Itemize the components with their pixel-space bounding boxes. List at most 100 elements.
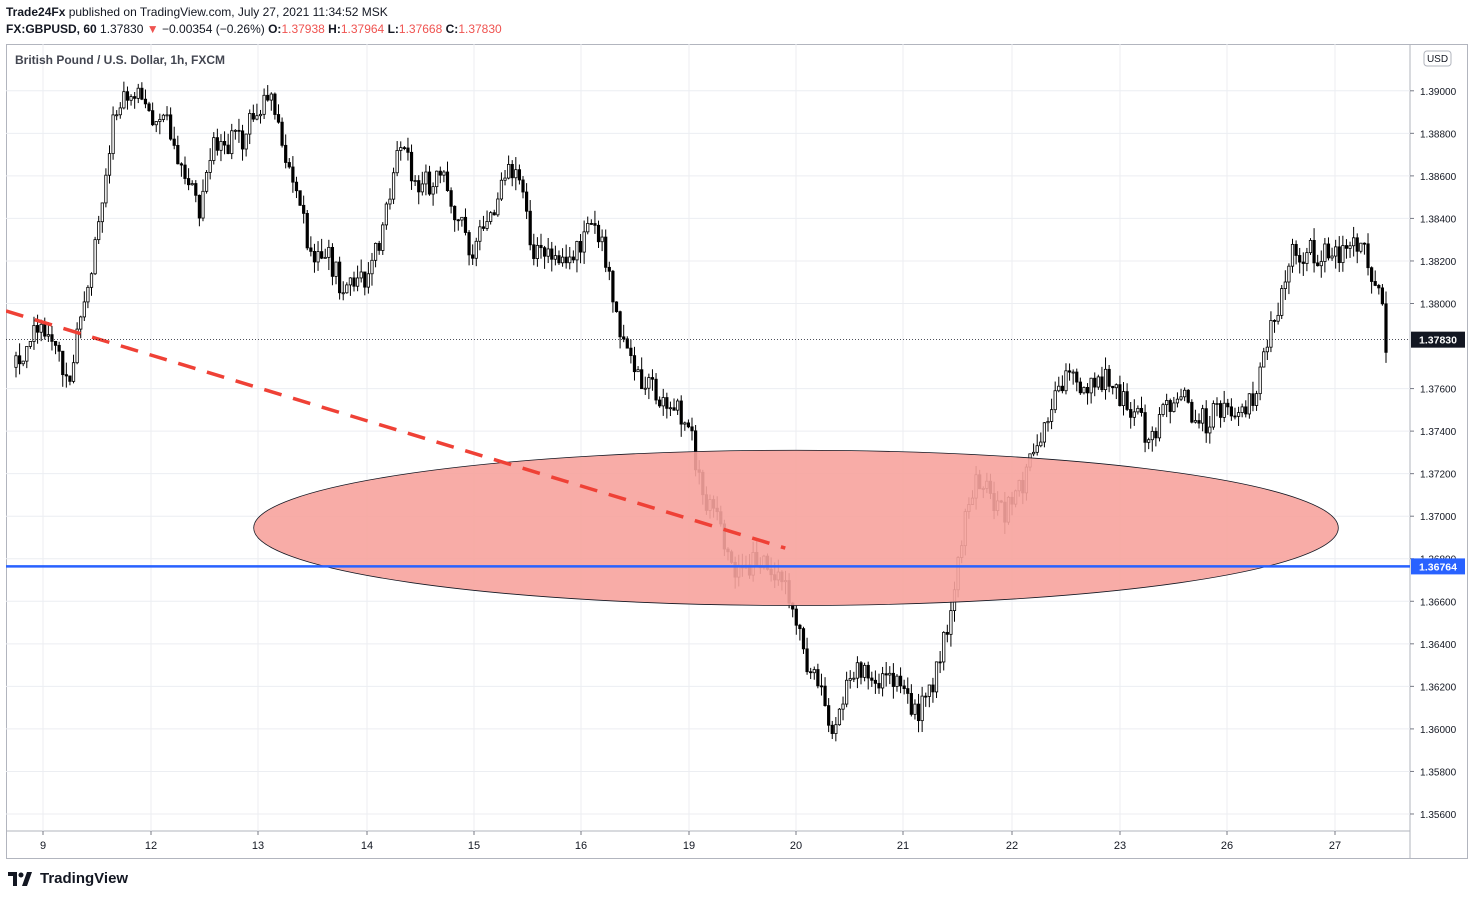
candle-body <box>945 631 949 635</box>
candle-body <box>1150 430 1154 441</box>
candle-body <box>478 226 482 242</box>
y-tick-label: 1.36200 <box>1420 682 1457 693</box>
candle-body <box>1039 441 1043 447</box>
candle-body <box>431 186 435 195</box>
candle-body <box>672 407 676 411</box>
x-tick-label: 27 <box>1329 840 1341 852</box>
candle-body <box>330 246 335 277</box>
last-price-label: 1.37830 <box>1419 335 1457 347</box>
candle-body <box>190 183 194 186</box>
candle-body <box>1064 370 1068 392</box>
candle-body <box>463 216 468 233</box>
candle-body <box>1262 351 1266 368</box>
highlight-zone-ellipse[interactable] <box>253 449 1339 606</box>
candle-body <box>539 244 543 249</box>
candle-body <box>377 242 381 251</box>
candle-body <box>370 259 374 275</box>
candle-body <box>1032 451 1036 455</box>
candle-body <box>622 336 626 340</box>
candle-body <box>359 271 363 279</box>
candle-body <box>427 171 432 195</box>
dashed-trend-line[interactable] <box>5 309 786 550</box>
candle-body <box>1258 366 1262 395</box>
price-axis[interactable]: 1.39000 1.38800 1.38600 1.38400 1.38200 1.380… <box>1410 87 1465 821</box>
candle-body <box>251 113 255 120</box>
candle-body <box>1276 314 1280 322</box>
candle-body <box>1233 415 1237 418</box>
candle-body <box>863 664 867 678</box>
candle-body <box>1129 409 1133 418</box>
candle-body <box>647 377 651 389</box>
candle-body <box>654 378 658 401</box>
candle-body <box>845 679 849 705</box>
candle-body <box>136 87 140 99</box>
candle-body <box>586 223 590 233</box>
candle-body <box>208 160 212 173</box>
open-label: O: <box>268 22 282 36</box>
candle-body <box>1161 404 1165 415</box>
candle-body <box>661 397 665 407</box>
candle-body <box>593 223 597 226</box>
candle-body <box>1154 430 1158 439</box>
price-chart[interactable]: 1.39000 1.38800 1.38600 1.38400 1.38200 1.380… <box>5 44 1468 859</box>
candle-body <box>514 169 518 179</box>
candle-body <box>1132 411 1136 418</box>
candle-body <box>1348 245 1352 249</box>
candle-body <box>1290 243 1295 267</box>
candle-body <box>1326 243 1331 259</box>
candle-body <box>1337 246 1341 264</box>
candle-body <box>1096 376 1100 388</box>
candle-body <box>151 110 155 126</box>
low-value: 1.37668 <box>398 22 443 36</box>
candle-body <box>172 138 176 146</box>
candle-body <box>161 114 166 120</box>
candle-body <box>186 178 191 186</box>
candle-body <box>240 130 245 150</box>
candle-body <box>927 684 931 697</box>
candle-body <box>1344 245 1349 249</box>
candle-body <box>913 703 917 715</box>
candle-body <box>1236 412 1241 417</box>
candle-body <box>61 350 65 376</box>
candle-body <box>535 244 539 259</box>
footer-logo[interactable]: TradingView <box>8 870 128 887</box>
candle-body <box>269 93 273 101</box>
candle-body <box>125 91 130 101</box>
candle-body <box>1168 400 1172 412</box>
candle-body <box>467 232 471 256</box>
candle-body <box>589 223 593 225</box>
candle-body <box>668 407 673 410</box>
candle-body <box>855 662 860 679</box>
time-axis[interactable]: 9 12 13 14 15 16 19 20 21 22 23 26 27 <box>40 831 1341 852</box>
candle-body <box>1114 384 1118 389</box>
candle-body <box>312 250 317 263</box>
candle-body <box>640 369 644 390</box>
drawings <box>5 309 1410 606</box>
candle-body <box>1283 281 1287 289</box>
candle-body <box>931 684 935 693</box>
candle-body <box>97 221 101 241</box>
x-tick-label: 9 <box>40 840 46 852</box>
chart-frame[interactable]: 1.39000 1.38800 1.38600 1.38400 1.38200 1.380… <box>5 44 1468 859</box>
candle-body <box>805 648 809 673</box>
candle-body <box>550 248 554 260</box>
candle-body <box>424 171 428 185</box>
candle-body <box>1370 267 1374 282</box>
candle-body <box>1067 370 1072 373</box>
candle-body <box>794 608 798 626</box>
candle-body <box>1280 288 1284 316</box>
candle-body <box>517 169 522 181</box>
candle-body <box>32 325 36 342</box>
candle-body <box>53 340 58 346</box>
currency-badge[interactable] <box>1423 50 1452 67</box>
candle-body <box>273 93 277 115</box>
x-tick-label: 16 <box>575 840 587 852</box>
candle-body <box>294 181 299 192</box>
y-tick-label: 1.37400 <box>1420 427 1457 438</box>
candle-body <box>895 675 899 687</box>
publisher-name[interactable]: Trade24Fx <box>6 5 66 19</box>
chart-title: British Pound / U.S. Dollar, 1h, FXCM <box>15 53 225 67</box>
candle-body <box>604 236 608 268</box>
candle-body <box>118 107 122 116</box>
candle-body <box>1301 261 1305 264</box>
